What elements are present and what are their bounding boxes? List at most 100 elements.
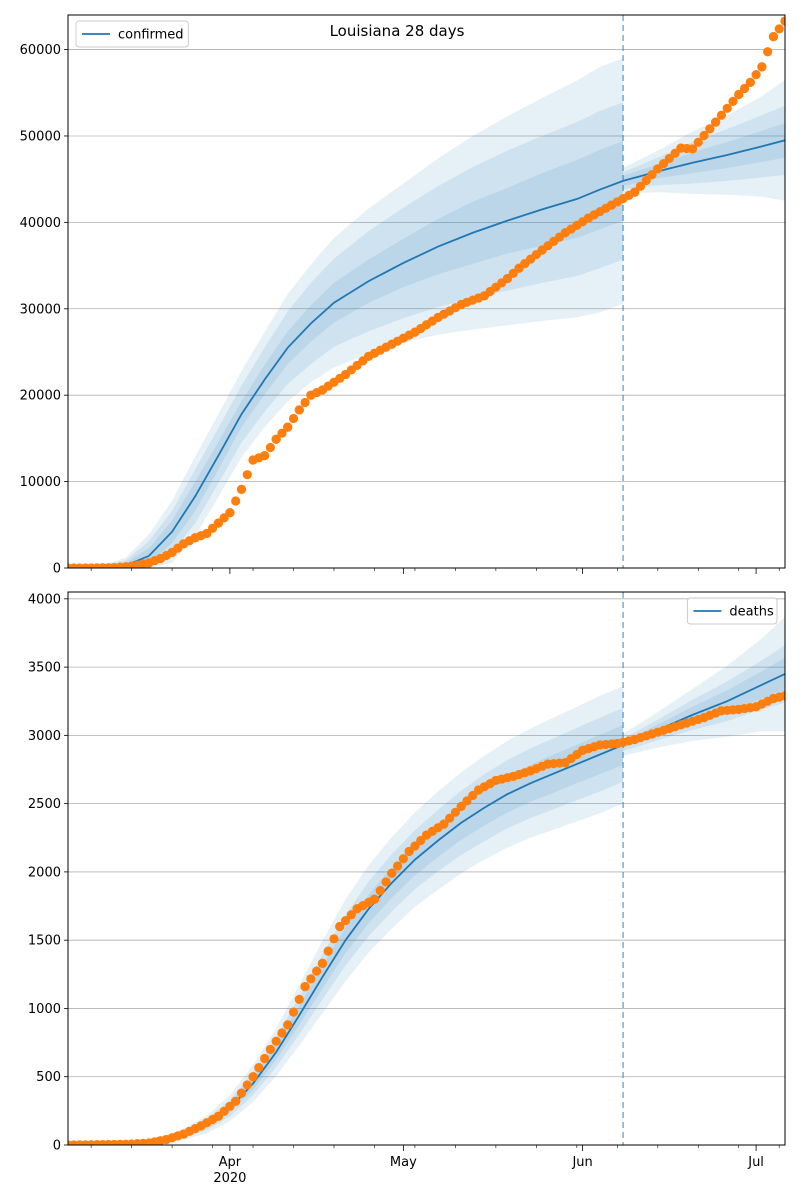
observed-point	[271, 434, 281, 444]
confidence-band	[68, 686, 624, 1145]
observed-point	[410, 841, 420, 851]
observed-point	[439, 819, 449, 829]
observed-point	[335, 921, 345, 932]
observed-point	[462, 796, 472, 806]
observed-point	[728, 96, 738, 107]
y-tick-label: 0	[53, 1139, 61, 1154]
legend-label: confirmed	[118, 28, 184, 43]
observed-point	[739, 83, 750, 94]
x-tick-label: May	[390, 1155, 417, 1170]
observed-point	[699, 130, 709, 141]
observed-point	[329, 934, 339, 944]
observed-point	[231, 1096, 241, 1106]
deaths-panel: 0 500 1000 1500 2000 2500 3000 3500 4000 deaths	[28, 591, 786, 1154]
observed-point	[780, 691, 785, 701]
legend: deaths	[686, 597, 778, 625]
observed-point	[450, 807, 461, 817]
x-tick-year-label: 2020	[213, 1171, 246, 1186]
observed-point	[369, 894, 380, 904]
y-tick-label: 1000	[28, 1002, 61, 1017]
observed-point	[780, 16, 785, 26]
y-tick-label: 500	[36, 1070, 61, 1085]
observed-point	[647, 170, 657, 180]
observed-point	[711, 117, 721, 127]
legend-label: deaths	[729, 605, 774, 620]
observed-point	[375, 885, 385, 896]
observed-point	[300, 397, 310, 408]
x-tick-label: Jun	[571, 1155, 592, 1170]
observed-point	[236, 484, 247, 494]
observed-point	[277, 428, 287, 438]
observed-point	[340, 916, 351, 926]
y-tick-label: 0	[53, 562, 61, 577]
y-tick-label: 50000	[20, 129, 61, 144]
observed-point	[294, 405, 304, 415]
observed-point	[722, 103, 732, 113]
y-tick-label: 1500	[28, 934, 61, 949]
observed-point	[635, 181, 646, 191]
observed-point	[346, 910, 356, 920]
observed-point	[306, 974, 316, 984]
observed-point	[693, 137, 703, 147]
observed-point	[312, 966, 322, 976]
confidence-band	[68, 725, 624, 1145]
observed-point	[283, 1020, 293, 1030]
observed-point	[225, 508, 235, 518]
observed-point	[774, 24, 784, 34]
legend-box	[686, 597, 778, 625]
observed-point	[259, 1053, 270, 1064]
observed-point	[716, 110, 726, 120]
confidence-band	[68, 708, 624, 1145]
figure-title: Louisiana 28 days	[330, 22, 465, 40]
observed-point	[259, 451, 270, 461]
legend-box	[75, 20, 189, 48]
plot-frame	[67, 14, 786, 569]
observed-point	[248, 1072, 258, 1082]
confidence-band	[623, 105, 785, 190]
y-tick-label: 20000	[20, 389, 61, 404]
observed-point	[381, 877, 391, 887]
observed-point	[254, 1063, 264, 1073]
observed-point	[265, 1044, 275, 1055]
observed-point	[763, 47, 773, 57]
y-tick-label: 3000	[28, 729, 61, 744]
observed-point	[277, 1028, 287, 1038]
y-tick-label: 4000	[28, 592, 61, 607]
y-tick-label: 10000	[20, 475, 61, 490]
observed-point	[317, 958, 328, 968]
y-tick-label: 40000	[20, 216, 61, 231]
y-tick-label: 3500	[28, 661, 61, 676]
observed-point	[265, 442, 275, 453]
observed-point	[641, 175, 651, 186]
observed-point	[468, 790, 478, 801]
observed-point	[242, 470, 252, 480]
model-line	[68, 180, 624, 568]
y-tick-label: 30000	[20, 302, 61, 317]
plot-frame	[67, 591, 786, 1146]
y-tick-label: 2000	[28, 865, 61, 880]
observed-point	[300, 982, 310, 992]
observed-point	[392, 861, 403, 871]
observed-point	[768, 32, 779, 42]
x-tick-label: Apr	[219, 1155, 242, 1170]
observed-point	[387, 868, 397, 878]
observed-point	[236, 1088, 247, 1098]
confidence-band	[68, 102, 624, 568]
legend: confirmed	[75, 20, 189, 48]
confidence-band	[623, 645, 785, 752]
observed-point	[745, 77, 755, 87]
observed-point	[271, 1036, 281, 1046]
observed-point	[445, 813, 455, 823]
observed-point	[751, 70, 761, 80]
y-tick-label: 60000	[20, 43, 61, 58]
observed-point	[757, 62, 767, 72]
observed-point	[734, 89, 744, 100]
observed-point	[294, 994, 304, 1004]
observed-point	[323, 946, 333, 956]
observed-point	[456, 801, 466, 811]
observed-point	[687, 144, 698, 154]
observed-point	[416, 835, 426, 846]
x-tick-label: Jul	[747, 1155, 764, 1170]
